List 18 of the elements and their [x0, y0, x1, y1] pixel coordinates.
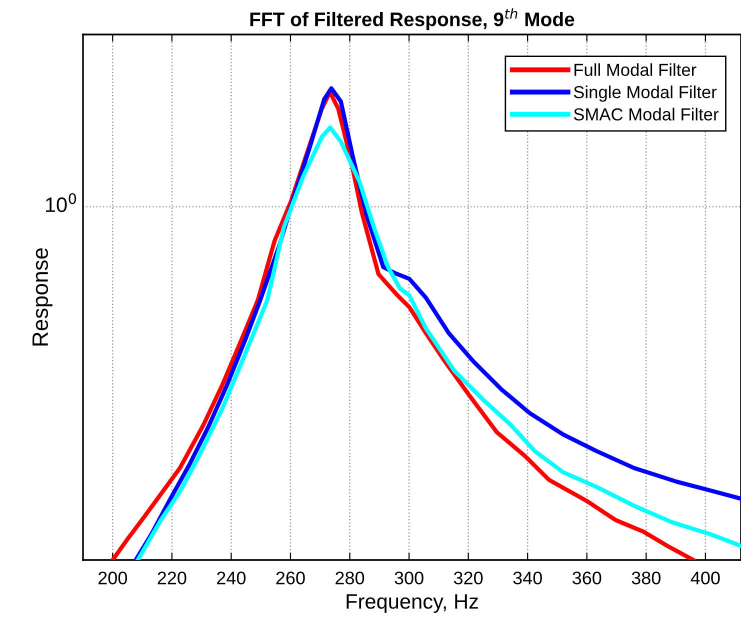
x-tick-label: 200	[98, 572, 127, 584]
x-tick-label: 220	[158, 572, 186, 584]
x-tick-label: 240	[217, 572, 246, 584]
x-tick-label: 320	[454, 572, 483, 584]
legend-label: Full Modal Filter	[574, 63, 696, 76]
legend-label: SMAC Modal Filter	[574, 108, 719, 121]
y-axis-title: Response	[32, 248, 52, 346]
x-tick-label: 360	[572, 572, 602, 584]
x-tick-label: 260	[276, 572, 305, 584]
x-axis-title: Frequency, Hz	[346, 594, 478, 613]
x-tick-label: 280	[336, 572, 364, 584]
chart-title: FFT of Filtered Response, 9$^{th}$ Mode	[250, 8, 574, 30]
x-tick-label: 300	[394, 572, 424, 584]
text: 10$^{0}$	[46, 193, 76, 212]
x-tick-label: 380	[632, 572, 661, 584]
x-tick-label: 400	[690, 572, 720, 584]
x-tick-label: 340	[513, 572, 542, 584]
legend-label: Single Modal Filter	[574, 86, 717, 102]
